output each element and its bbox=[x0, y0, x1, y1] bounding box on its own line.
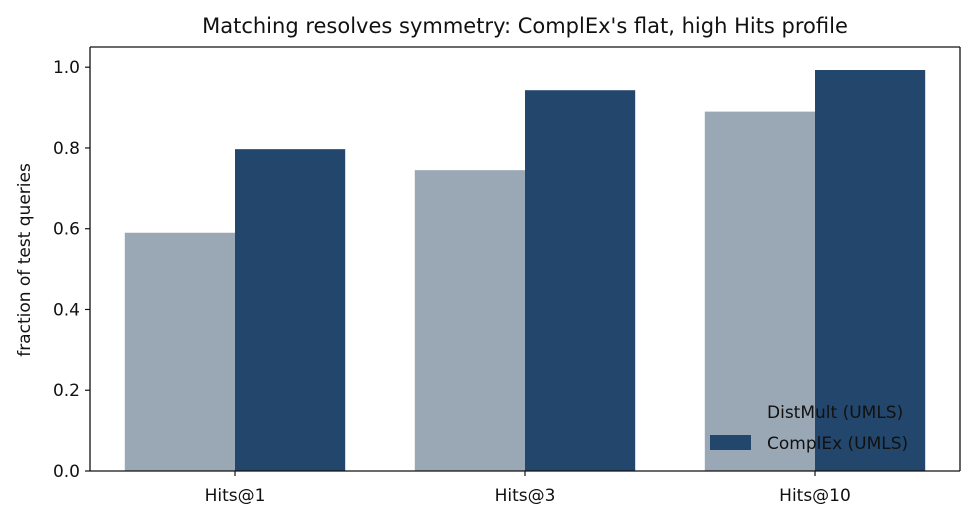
legend-swatch bbox=[710, 435, 751, 450]
y-tick-label: 0.0 bbox=[53, 462, 80, 482]
bar bbox=[525, 90, 636, 472]
legend-entry-label: DistMult (UMLS) bbox=[767, 403, 903, 423]
x-tick-label: Hits@10 bbox=[779, 486, 851, 506]
chart-title: Matching resolves symmetry: ComplEx's fl… bbox=[202, 14, 848, 38]
legend: DistMult (UMLS) ComplEx (UMLS) bbox=[710, 403, 908, 454]
y-tick-label: 1.0 bbox=[53, 58, 80, 78]
x-tick-label: Hits@3 bbox=[495, 486, 556, 506]
bar bbox=[414, 170, 525, 471]
x-tick-label: Hits@1 bbox=[205, 486, 266, 506]
bar bbox=[235, 149, 346, 471]
legend-entry-label: ComplEx (UMLS) bbox=[767, 434, 908, 454]
y-tick-label: 0.8 bbox=[53, 139, 80, 159]
bar bbox=[124, 232, 235, 471]
legend-swatch bbox=[710, 404, 751, 419]
y-tick-label: 0.4 bbox=[53, 300, 80, 320]
y-tick-label: 0.6 bbox=[53, 220, 80, 240]
plot-area: 0.0 0.2 0.4 0.6 0.8 1.0 Hits@1 Hits@3 Hits@10 bbox=[53, 46, 961, 506]
bar bbox=[815, 70, 926, 471]
y-tick-label: 0.2 bbox=[53, 381, 80, 401]
y-axis-label: fraction of test queries bbox=[15, 163, 35, 357]
